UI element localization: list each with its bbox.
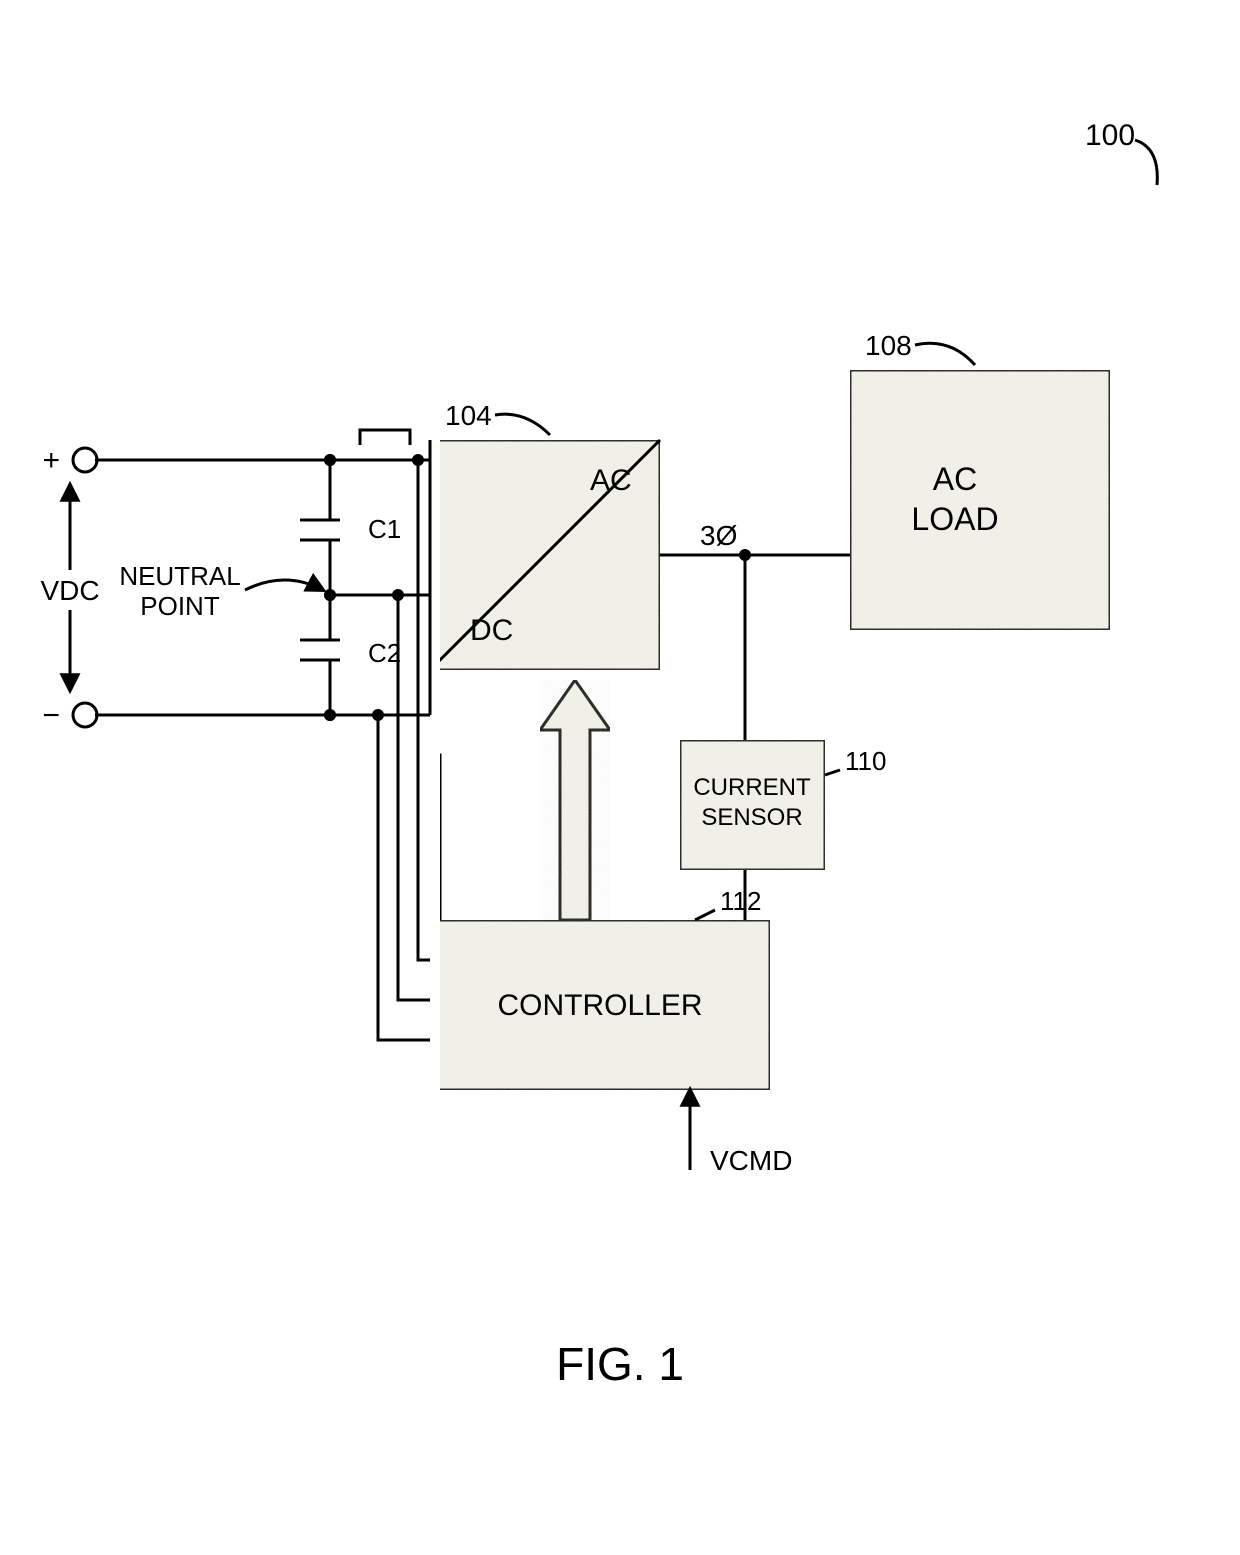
controller-label: CONTROLLER — [497, 989, 702, 1022]
pwm-arrow — [540, 680, 610, 920]
plus-label: + — [42, 444, 60, 477]
three-phase-label: 3Ø — [700, 520, 737, 551]
load-line1: AC — [933, 461, 977, 497]
load-ref-hook — [915, 343, 975, 365]
neutral-arrow — [245, 580, 323, 590]
converter-ref: 104 — [445, 400, 492, 431]
load-line2: LOAD — [911, 501, 998, 537]
neutral-line2: POINT — [140, 591, 220, 621]
load-ref: 108 — [865, 330, 912, 361]
system-ref: 100 — [1085, 119, 1135, 152]
converter-dc-label: DC — [470, 614, 513, 647]
system-ref-hook — [1135, 140, 1157, 185]
sensor-ref: 110 — [845, 746, 886, 776]
svg-text:C2: C2 — [368, 638, 401, 668]
neutral-line1: NEUTRAL — [119, 561, 240, 591]
figure-caption: FIG. 1 — [556, 1338, 684, 1390]
converter-ac-label: AC — [590, 464, 632, 497]
vdc-label: VDC — [40, 575, 99, 606]
minus-label: − — [42, 699, 60, 732]
sensor-line2: SENSOR — [701, 804, 802, 831]
vcmd-label: VCMD — [710, 1145, 792, 1176]
svg-text:C1: C1 — [368, 514, 401, 544]
ac-load-block: AC LOAD — [850, 370, 1110, 630]
current-sensor-block: CURRENT SENSOR — [680, 740, 825, 870]
converter-block: DC AC — [430, 440, 660, 670]
converter-ref-hook — [495, 414, 550, 435]
sensor-ref-hook — [825, 770, 840, 775]
sensor-line1: CURRENT — [693, 774, 811, 801]
controller-block: CONTROLLER — [430, 920, 770, 1090]
controller-ref: 112 — [720, 886, 761, 916]
diagram-canvas: 100 DC AC 104 AC LOAD 108 CURRENT SENSOR… — [0, 0, 1240, 1555]
